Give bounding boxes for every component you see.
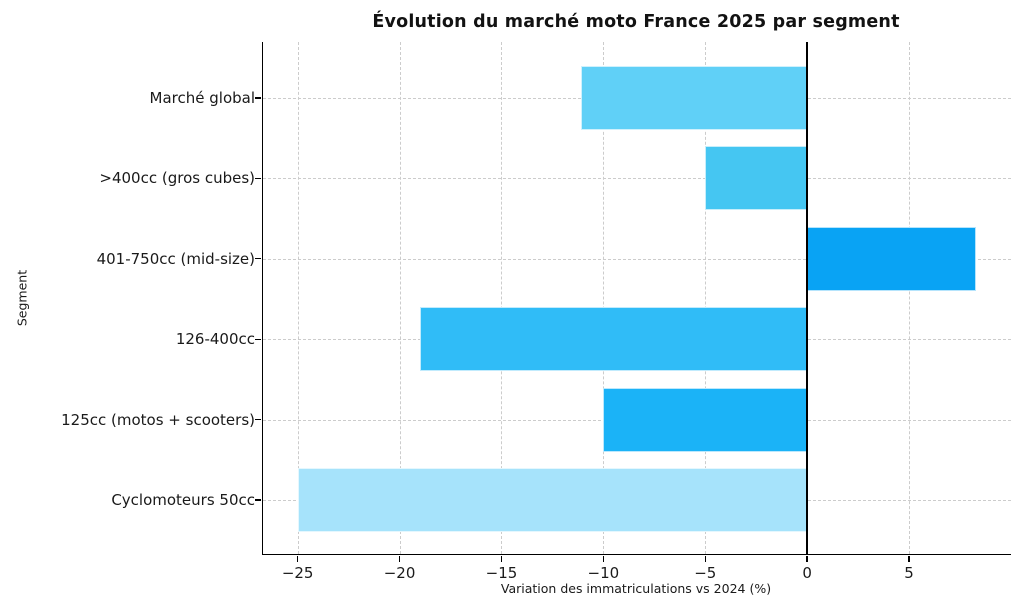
y-tick-label: Marché global	[149, 89, 255, 107]
x-tick	[296, 556, 299, 562]
y-tick	[255, 499, 261, 501]
bar	[297, 468, 808, 532]
y-tick-label: 125cc (motos + scooters)	[61, 410, 255, 429]
h-gridline	[263, 178, 1011, 180]
zero-line	[806, 42, 809, 554]
y-tick	[255, 97, 261, 99]
x-tick-label: −15	[485, 564, 518, 582]
x-tick-label: −25	[281, 564, 314, 582]
x-axis-label: Variation des immatriculations vs 2024 (…	[500, 581, 772, 596]
y-tick-label: 126-400cc	[175, 330, 255, 349]
x-tick	[398, 556, 401, 562]
v-gridline	[399, 42, 401, 554]
bar	[603, 387, 808, 452]
x-tick	[908, 556, 910, 562]
x-tick-label: 5	[904, 564, 914, 582]
y-tick-label: >400cc (gros cubes)	[99, 169, 255, 188]
x-tick-label: 0	[802, 564, 812, 582]
bar	[705, 146, 808, 211]
y-axis-label: Segment	[14, 269, 30, 327]
plot-area: −25 −20 −15 −10 −5 0 5 Marché global >400cc (gro…	[61, 42, 1011, 582]
x-tick-label: −10	[587, 564, 620, 582]
y-tick	[255, 338, 261, 340]
x-tick-label: −20	[383, 564, 416, 582]
bar	[580, 66, 808, 130]
v-gridline	[909, 42, 911, 554]
bar	[419, 307, 808, 372]
chart-title: Évolution du marché moto France 2025 par…	[372, 12, 900, 32]
v-gridline	[705, 42, 707, 554]
y-tick-label: Cyclomoteurs 50cc	[111, 491, 255, 509]
x-tick	[806, 556, 808, 562]
v-gridline	[297, 42, 299, 554]
y-tick-label: 401-750cc (mid-size)	[96, 249, 255, 268]
h-gridline	[263, 258, 1011, 260]
x-tick	[602, 556, 605, 562]
y-tick	[255, 418, 261, 421]
y-tick	[255, 177, 261, 180]
v-gridline	[603, 42, 605, 554]
x-tick	[704, 556, 706, 562]
y-tick	[255, 258, 261, 260]
v-gridline	[501, 42, 503, 554]
bar	[807, 226, 977, 291]
x-tick-label: −5	[694, 564, 717, 582]
x-tick	[500, 556, 503, 562]
